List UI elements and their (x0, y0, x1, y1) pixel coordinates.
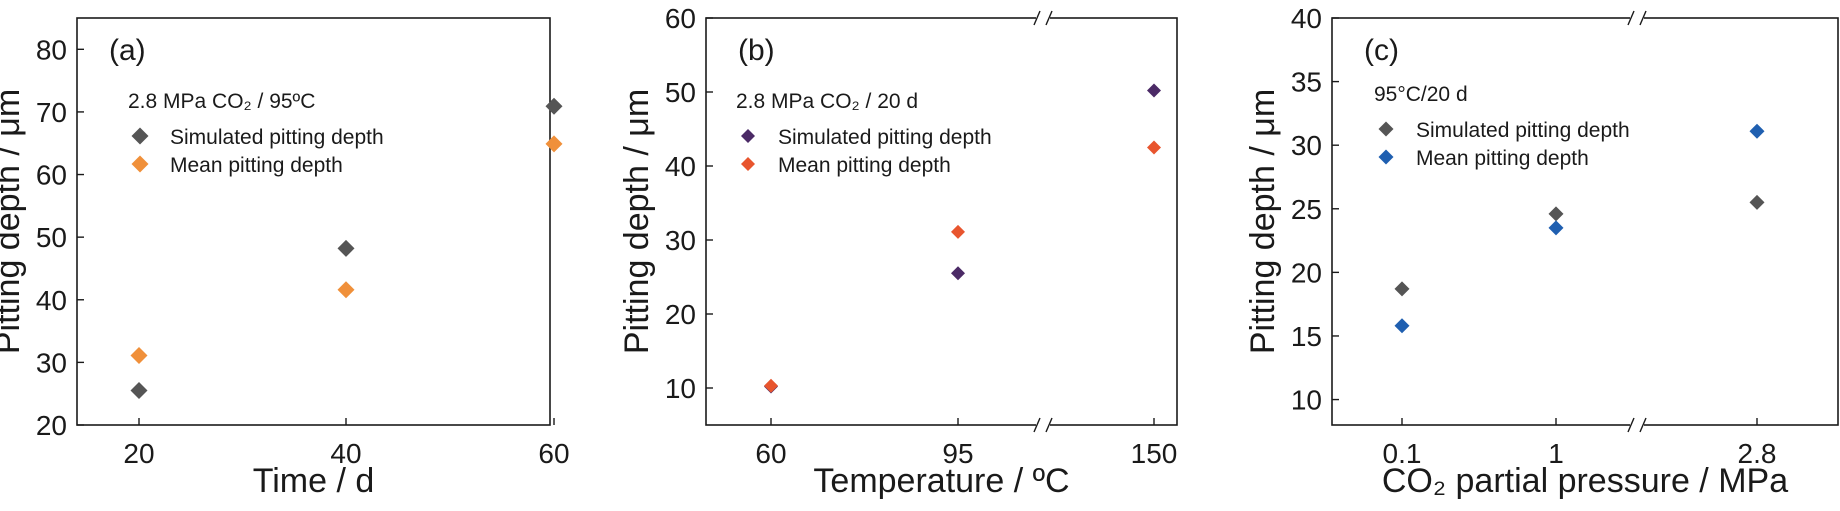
data-point (545, 135, 563, 153)
plot-frame (705, 17, 1178, 426)
y-tick-label: 40 (665, 151, 696, 182)
y-tick-label: 60 (36, 160, 67, 191)
panel-tag: (a) (109, 34, 146, 67)
data-point (1147, 83, 1161, 98)
legend-label: Mean pitting depth (1416, 147, 1589, 170)
y-tick-label: 50 (665, 77, 696, 108)
legend-label: Mean pitting depth (778, 154, 951, 177)
x-axis-title: CO₂ partial pressure / MPa (1382, 462, 1788, 500)
y-tick-label: 35 (1291, 67, 1322, 98)
plot-frame (76, 17, 551, 426)
x-tick-label: 0.1 (1383, 438, 1422, 469)
axis-break-mark (1033, 10, 1041, 26)
data-point (1749, 123, 1765, 139)
condition-label: 2.8 MPa CO₂ / 95ºC (128, 90, 315, 113)
data-point (130, 346, 148, 364)
x-tick-label: 60 (755, 438, 786, 469)
axis-break-gap (1630, 420, 1644, 430)
x-tick-label: 150 (1131, 438, 1178, 469)
data-point (1548, 220, 1564, 236)
y-tick-label: 10 (665, 373, 696, 404)
legend-marker (1378, 121, 1394, 137)
legend-marker (1378, 149, 1394, 165)
axis-break-mark (1045, 417, 1053, 433)
panel-b: 10 20 30 40 50 60 60 95 150 Temperature / ºC Pitti… (618, 3, 1178, 500)
data-point (337, 281, 355, 299)
plot-frame (1331, 17, 1839, 426)
axis-break-mark (1045, 10, 1053, 26)
y-tick-label: 20 (1291, 257, 1322, 288)
axis-break-mark (1627, 10, 1635, 26)
y-tick-label: 80 (36, 34, 67, 65)
y-axis-title: Pitting depth / μm (1244, 89, 1282, 354)
y-tick-label: 25 (1291, 194, 1322, 225)
legend-label: Mean pitting depth (170, 154, 343, 177)
y-tick-label: 50 (36, 222, 67, 253)
y-tick-label: 20 (665, 299, 696, 330)
data-point (1394, 281, 1410, 297)
axis-break-mark (1639, 10, 1647, 26)
axis-break-mark (1627, 417, 1635, 433)
data-point (764, 378, 778, 393)
legend-label: Simulated pitting depth (170, 126, 384, 149)
x-tick-label: 40 (330, 438, 361, 469)
panel-tag: (c) (1364, 34, 1399, 67)
panel-tag: (b) (738, 34, 775, 67)
condition-label: 95°C/20 d (1374, 83, 1468, 106)
legend-label: Simulated pitting depth (1416, 119, 1630, 142)
y-tick-label: 70 (36, 97, 67, 128)
condition-label: 2.8 MPa CO₂ / 20 d (736, 90, 918, 113)
y-axis-title: Pitting depth / μm (0, 89, 27, 354)
x-tick-label: 2.8 (1738, 438, 1777, 469)
legend-marker (131, 127, 149, 145)
data-point (545, 97, 563, 115)
data-point (951, 224, 965, 239)
x-axis-title: Temperature / ºC (813, 462, 1069, 500)
axis-break-mark (1639, 417, 1647, 433)
data-point (1749, 194, 1765, 210)
panel-a: 20 30 40 50 60 70 80 20 40 60 Time / d Pitting dept… (0, 17, 570, 500)
axis-break-gap (1630, 13, 1644, 23)
y-tick-label: 15 (1291, 321, 1322, 352)
y-tick-label: 60 (665, 3, 696, 34)
x-tick-label: 1 (1548, 438, 1564, 469)
y-tick-label: 10 (1291, 385, 1322, 416)
x-tick-label: 20 (123, 438, 154, 469)
y-axis-title: Pitting depth / μm (618, 89, 656, 354)
legend-marker (741, 129, 755, 143)
axis-break-mark (1033, 417, 1041, 433)
data-point (337, 239, 355, 257)
legend-label: Simulated pitting depth (778, 126, 992, 149)
y-tick-label: 40 (1291, 3, 1322, 34)
axis-break-gap (1036, 420, 1050, 430)
y-tick-label: 30 (1291, 130, 1322, 161)
data-point (1394, 318, 1410, 334)
data-point (1548, 206, 1564, 222)
data-point (1147, 140, 1161, 155)
y-tick-label: 40 (36, 285, 67, 316)
axis-break-gap (1036, 13, 1050, 23)
legend-marker (131, 155, 149, 173)
data-point (130, 382, 148, 400)
legend-marker (741, 157, 755, 171)
x-tick-label: 60 (538, 438, 569, 469)
x-axis-title: Time / d (253, 462, 375, 500)
x-tick-label: 95 (942, 438, 973, 469)
data-point (951, 266, 965, 281)
y-tick-label: 20 (36, 410, 67, 441)
y-tick-label: 30 (665, 225, 696, 256)
y-tick-label: 30 (36, 347, 67, 378)
